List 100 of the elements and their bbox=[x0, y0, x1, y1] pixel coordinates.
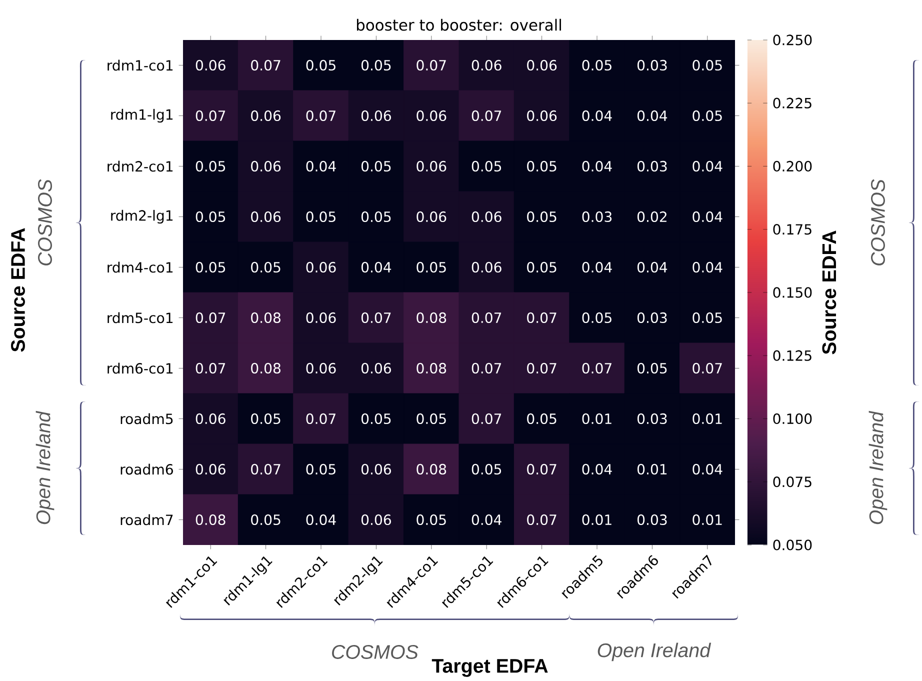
color-bar-label: 0.125 bbox=[773, 350, 812, 361]
data-label: 0.05 bbox=[582, 312, 612, 324]
data-label: 0.05 bbox=[196, 160, 226, 172]
data-label: 0.08 bbox=[416, 362, 446, 374]
data-label: 0.07 bbox=[306, 413, 336, 424]
y-axis-title: Source EDFA bbox=[11, 228, 25, 352]
data-label: 0.03 bbox=[582, 211, 612, 222]
data-label: 0.02 bbox=[637, 211, 666, 222]
data-label: 0.07 bbox=[582, 362, 612, 374]
data-label: 0.01 bbox=[692, 514, 722, 526]
data-label: 0.06 bbox=[251, 110, 281, 122]
data-label: 0.06 bbox=[527, 60, 557, 71]
data-label: 0.06 bbox=[361, 110, 391, 122]
data-label: 0.07 bbox=[196, 362, 226, 374]
data-label: 0.07 bbox=[527, 362, 556, 374]
data-label: 0.07 bbox=[251, 60, 280, 71]
y-tick-label: roadm6 bbox=[120, 464, 173, 475]
data-label: 0.03 bbox=[637, 514, 667, 526]
data-label: 0.07 bbox=[472, 413, 502, 424]
color-bar-label: 0.250 bbox=[773, 34, 812, 46]
data-label: 0.06 bbox=[306, 312, 336, 324]
data-label: 0.06 bbox=[472, 211, 502, 222]
data-label: 0.07 bbox=[527, 514, 556, 526]
data-label: 0.04 bbox=[692, 464, 722, 475]
data-label: 0.06 bbox=[196, 60, 226, 71]
y-tick-label: rdm4-co1 bbox=[108, 262, 173, 273]
data-label: 0.07 bbox=[472, 362, 502, 374]
data-label: 0.05 bbox=[306, 60, 336, 71]
y-tick-label: roadm5 bbox=[120, 413, 173, 424]
data-label: 0.06 bbox=[472, 60, 502, 71]
data-label: 0.04 bbox=[692, 262, 722, 273]
data-label: 0.06 bbox=[196, 464, 226, 475]
y-tick-label: rdm6-co1 bbox=[108, 362, 173, 374]
data-label: 0.05 bbox=[527, 160, 556, 172]
data-label: 0.05 bbox=[472, 464, 502, 475]
data-label: 0.05 bbox=[361, 60, 391, 71]
text: COSMOS bbox=[332, 645, 418, 659]
data-label: 0.04 bbox=[306, 160, 336, 172]
data-label: 0.05 bbox=[361, 211, 391, 222]
data-label: 0.01 bbox=[582, 413, 612, 424]
data-label: 0.06 bbox=[251, 211, 281, 222]
data-label: 0.07 bbox=[527, 312, 556, 324]
data-label: 0.05 bbox=[527, 262, 556, 273]
color-bar-title: Source EDFA bbox=[822, 230, 836, 354]
data-label: 0.06 bbox=[306, 362, 336, 374]
text: Open Ireland bbox=[868, 410, 888, 524]
data-label: 0.07 bbox=[361, 312, 391, 324]
data-label: 0.05 bbox=[692, 110, 722, 122]
color-bar-label: 0.075 bbox=[773, 476, 812, 488]
data-label: 0.07 bbox=[196, 312, 226, 324]
data-label: 0.05 bbox=[637, 362, 667, 374]
data-label: 0.05 bbox=[416, 413, 446, 424]
data-label: 0.07 bbox=[306, 110, 336, 122]
data-label: 0.06 bbox=[306, 262, 336, 273]
data-label: 0.05 bbox=[251, 514, 280, 526]
data-label: 0.07 bbox=[416, 60, 446, 71]
data-label: 0.06 bbox=[251, 160, 281, 172]
data-label: 0.07 bbox=[472, 312, 502, 324]
text: Open Ireland bbox=[598, 642, 712, 662]
data-label: 0.05 bbox=[361, 413, 391, 424]
data-label: 0.04 bbox=[582, 262, 612, 273]
data-label: 0.05 bbox=[692, 60, 722, 71]
data-label: 0.06 bbox=[416, 110, 446, 122]
data-label: 0.04 bbox=[582, 110, 612, 122]
data-label: 0.04 bbox=[582, 464, 612, 475]
data-label: 0.07 bbox=[196, 110, 226, 122]
data-label: 0.05 bbox=[527, 413, 556, 424]
data-label: 0.06 bbox=[361, 514, 391, 526]
data-label: 0.08 bbox=[251, 312, 280, 324]
color-bar-label: 0.200 bbox=[773, 160, 812, 172]
data-label: 0.01 bbox=[692, 413, 722, 424]
x-axis-title: Target EDFA bbox=[432, 659, 548, 677]
data-label: 0.03 bbox=[637, 413, 667, 424]
data-label: 0.06 bbox=[416, 160, 446, 172]
data-label: 0.05 bbox=[416, 262, 446, 273]
color-bar-label: 0.225 bbox=[773, 98, 812, 108]
y-tick-label: rdm5-co1 bbox=[108, 312, 173, 324]
color-bar-label: 0.175 bbox=[773, 224, 812, 235]
data-label: 0.04 bbox=[306, 514, 336, 526]
data-label: 0.06 bbox=[472, 262, 502, 273]
y-tick-label: rdm2-lg1 bbox=[111, 210, 173, 224]
data-label: 0.06 bbox=[196, 413, 226, 424]
data-label: 0.05 bbox=[692, 312, 722, 324]
data-label: 0.05 bbox=[361, 160, 391, 172]
color-bar-label: 0.100 bbox=[773, 413, 812, 424]
y-tick-label: rdm1-lg1 bbox=[111, 108, 173, 123]
data-label: 0.05 bbox=[472, 160, 502, 172]
data-label: 0.05 bbox=[416, 514, 446, 526]
data-label: 0.08 bbox=[416, 312, 446, 324]
data-label: 0.05 bbox=[582, 60, 612, 71]
y-tick-label: roadm7 bbox=[120, 514, 173, 526]
data-label: 0.07 bbox=[472, 110, 502, 122]
y-tick-label: rdm2-co1 bbox=[108, 160, 173, 172]
data-label: 0.05 bbox=[251, 413, 280, 424]
data-label: 0.05 bbox=[306, 211, 336, 222]
data-label: 0.05 bbox=[251, 262, 280, 273]
data-label: 0.07 bbox=[251, 464, 280, 475]
data-label: 0.04 bbox=[692, 160, 722, 172]
data-label: 0.03 bbox=[637, 312, 667, 324]
data-label: 0.05 bbox=[527, 211, 556, 222]
